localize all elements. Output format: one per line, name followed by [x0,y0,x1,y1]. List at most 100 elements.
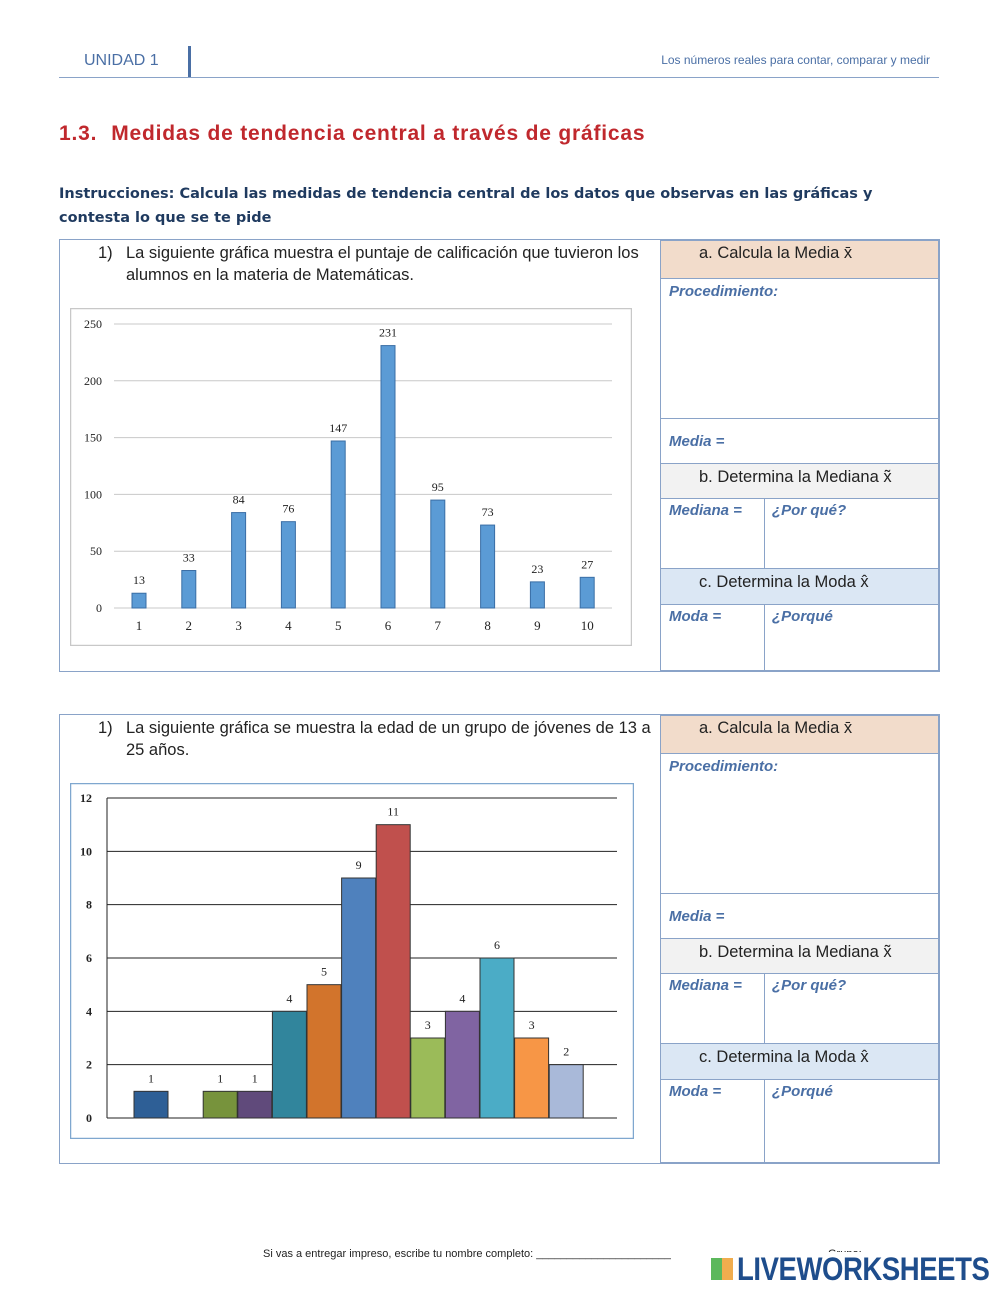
mediana-reason-field[interactable]: ¿Por qué? [764,498,939,569]
bar [133,1090,169,1119]
bar [202,1090,238,1119]
unit-label: UNIDAD 1 [84,52,159,69]
moda-reason-field[interactable]: ¿Porqué [764,604,939,671]
chart-frame [70,308,632,646]
moda-field[interactable]: Moda = [660,1079,765,1163]
bar [271,1010,307,1119]
header-line [59,77,939,78]
data-label: 13 [133,573,145,587]
y-tick-label: 150 [84,431,102,445]
media-header: a. Calcula la Media x̄ [660,715,939,754]
y-tick-label: 2 [86,1058,92,1072]
mediana-field[interactable]: Mediana = [660,498,765,569]
data-label: 73 [482,505,494,519]
bar [514,1037,550,1119]
data-label: 231 [379,326,397,340]
y-tick-label: 8 [86,898,92,912]
bar [131,592,147,609]
liveworksheets-logo: LIVEWORKSHEETS [710,1252,992,1286]
moda-header: c. Determina la Moda x̂ [660,1043,939,1080]
procedimiento-field[interactable]: Procedimiento: [660,753,939,894]
data-label: 33 [183,551,195,565]
header-divider [188,46,191,78]
x-tick-label: 1 [136,618,143,633]
moda-reason-field[interactable]: ¿Porqué [764,1079,939,1163]
question: 1) La siguiente gráfica muestra el puntaj… [98,244,639,284]
x-tick-label: 5 [335,618,342,633]
bar [444,1010,480,1119]
data-label: 4 [459,991,465,1005]
data-label: 95 [432,480,444,494]
bar [548,1064,584,1119]
moda-field[interactable]: Moda = [660,604,765,671]
data-label: 4 [286,991,292,1005]
data-label: 1 [252,1071,258,1085]
data-label: 3 [529,1018,535,1032]
y-tick-label: 250 [84,317,102,331]
bar [341,877,377,1119]
data-label: 2 [563,1045,569,1059]
data-label: 84 [233,493,245,507]
data-label: 11 [387,805,399,819]
data-label: 6 [494,938,500,952]
data-label: 5 [321,965,327,979]
media-field[interactable]: Media = [660,893,939,939]
page-title: 1.3. Medidas de tendencia central a travé… [59,122,645,146]
y-tick-label: 4 [86,1004,92,1018]
data-label: 1 [217,1071,223,1085]
section-title: Medidas de tendencia central a través de… [111,122,646,145]
bar [480,524,496,609]
header-subtitle: Los números reales para contar, comparar… [661,53,930,67]
logo-icon [710,1258,733,1280]
y-tick-label: 50 [90,544,102,558]
x-tick-label: 10 [581,618,594,633]
data-label: 1 [148,1071,154,1085]
data-label: 9 [356,858,362,872]
question: 1) La siguiente gráfica se muestra la eda… [98,719,651,759]
mediana-field[interactable]: Mediana = [660,973,765,1044]
bar [579,576,595,609]
y-tick-label: 200 [84,374,102,388]
data-label: 23 [531,562,543,576]
moda-header: c. Determina la Moda x̂ [660,568,939,605]
mediana-header: b. Determina la Mediana x̃ [660,463,939,499]
y-tick-label: 100 [84,487,102,501]
bar [375,824,411,1119]
section-number: 1.3. [59,122,98,145]
footer-name-line: Si vas a entregar impreso, escribe tu no… [263,1248,671,1260]
y-tick-label: 6 [86,951,92,965]
exercise-2: 1) La siguiente gráfica se muestra la eda… [59,714,940,1164]
y-tick-label: 12 [80,791,92,805]
y-tick-label: 0 [86,1111,92,1125]
data-label: 147 [329,421,347,435]
data-label: 27 [581,557,593,571]
mediana-header: b. Determina la Mediana x̃ [660,938,939,974]
bar [306,984,342,1119]
y-tick-label: 0 [96,601,102,615]
bar [280,521,296,609]
procedimiento-field[interactable]: Procedimiento: [660,278,939,419]
x-tick-label: 3 [235,618,242,633]
instructions: Instrucciones: Calcula las medidas de te… [59,186,873,226]
exercise-1: 1) La siguiente gráfica muestra el puntaj… [59,239,940,672]
data-label: 76 [282,502,294,516]
data-label: 3 [425,1018,431,1032]
bar [380,345,396,609]
x-tick-label: 7 [435,618,442,633]
bar-chart-1: 0 50 100 150 200 250 13 1 33 2 84 3 76 4 147 5 231 6 95 7 73… [70,308,632,646]
bar [330,440,346,609]
mediana-reason-field[interactable]: ¿Por qué? [764,973,939,1044]
y-tick-label: 10 [80,844,92,858]
x-tick-label: 6 [385,618,392,633]
media-field[interactable]: Media = [660,418,939,464]
bar [479,957,515,1119]
x-tick-label: 2 [186,618,193,633]
bar [529,581,545,609]
bar [237,1090,273,1119]
bar [410,1037,446,1119]
x-tick-label: 9 [534,618,541,633]
bar [181,570,197,609]
media-header: a. Calcula la Media x̄ [660,240,939,279]
